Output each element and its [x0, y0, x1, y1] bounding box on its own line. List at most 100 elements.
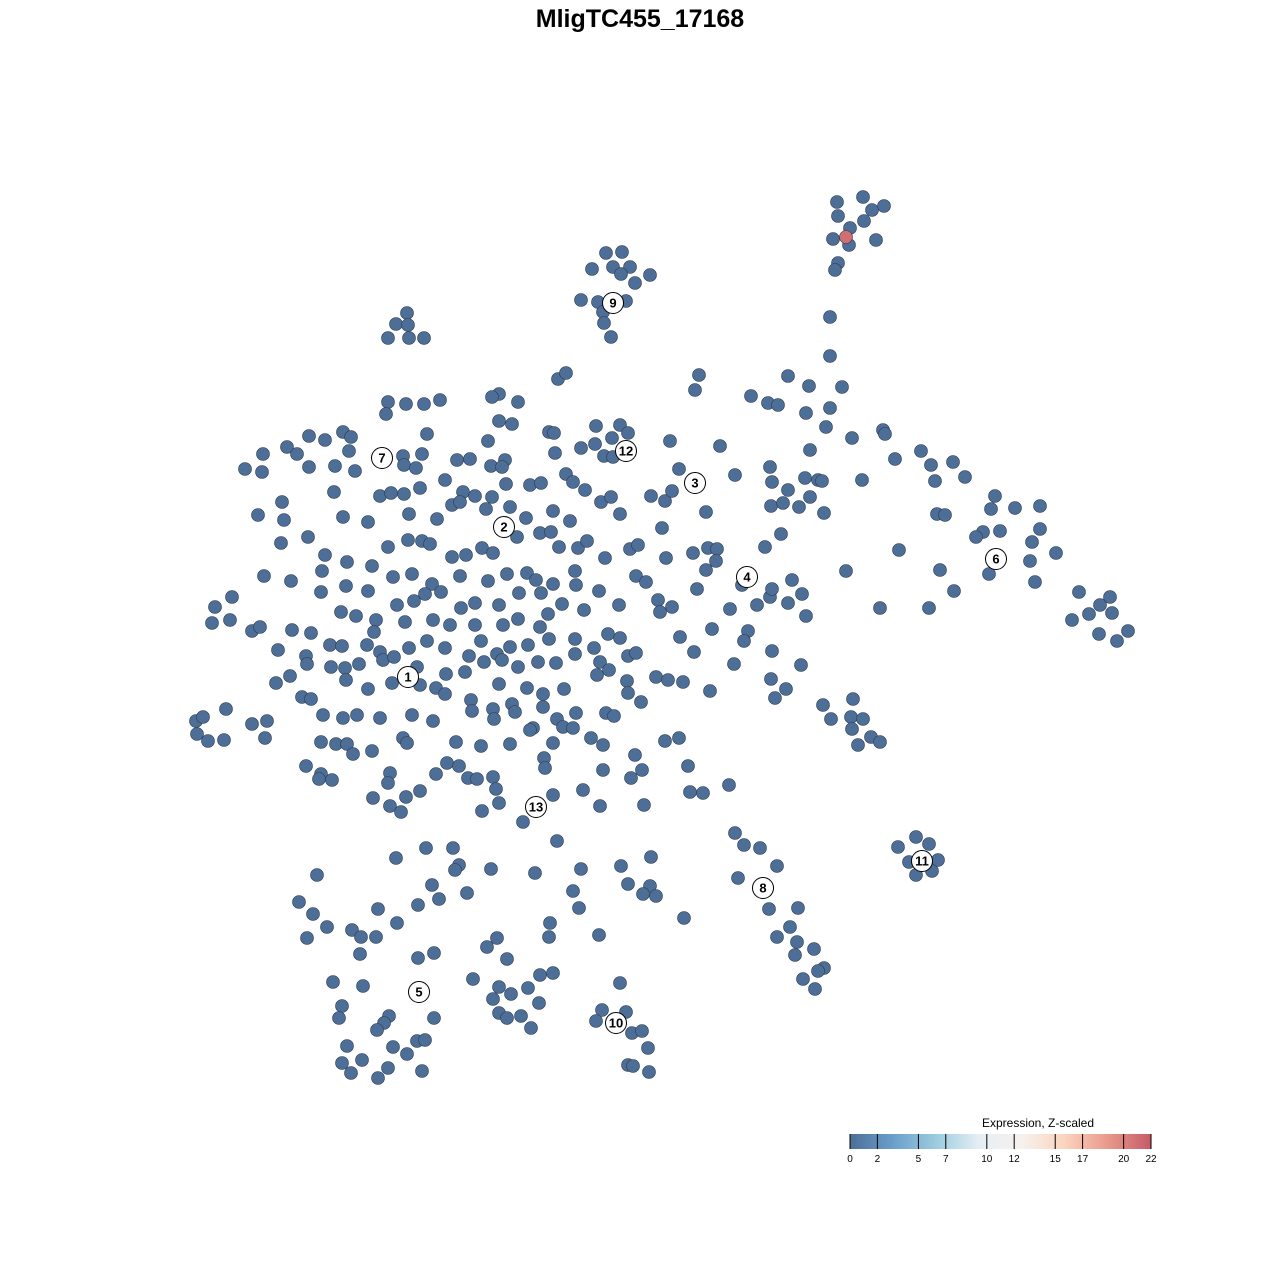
cell-point	[474, 634, 488, 648]
cell-point	[563, 514, 577, 528]
cell-point	[846, 692, 860, 706]
cell-point	[338, 661, 352, 675]
cell-point	[577, 603, 591, 617]
cell-point	[402, 331, 416, 345]
cell-point	[628, 748, 642, 762]
cell-point	[511, 660, 525, 674]
cell-point	[466, 972, 480, 986]
cell-point	[196, 710, 210, 724]
legend-tick-label: 20	[1118, 1154, 1130, 1165]
cell-point	[425, 878, 439, 892]
cell-point	[326, 975, 340, 989]
cell-point	[722, 778, 736, 792]
cell-point	[595, 1003, 609, 1017]
cell-point	[1082, 607, 1096, 621]
cluster-label-circle	[752, 877, 774, 899]
cell-point	[776, 496, 790, 510]
cell-point	[1105, 606, 1119, 620]
cell-point	[316, 708, 330, 722]
cell-point	[514, 1009, 528, 1023]
cell-point	[400, 1047, 414, 1061]
cell-point	[312, 772, 326, 786]
cell-point	[690, 582, 704, 596]
legend-tick-label: 5	[916, 1154, 922, 1165]
cell-point	[584, 731, 598, 745]
cell-point	[612, 598, 626, 612]
cell-point	[381, 1061, 395, 1075]
cell-point	[958, 470, 972, 484]
cell-point	[219, 702, 233, 716]
cluster-label-text: 3	[691, 476, 698, 491]
cluster-label-circle	[371, 447, 393, 469]
cell-point	[831, 209, 845, 223]
cell-point	[574, 862, 588, 876]
cell-point	[816, 698, 830, 712]
cell-point	[401, 318, 415, 332]
cell-point	[823, 401, 837, 415]
cell-point	[839, 564, 853, 578]
cell-point	[665, 600, 679, 614]
cell-point	[344, 1066, 358, 1080]
cell-point	[356, 979, 370, 993]
cell-point	[463, 452, 477, 466]
cell-point	[474, 739, 488, 753]
cell-point	[763, 460, 777, 474]
cell-point	[798, 471, 812, 485]
cell-point	[604, 490, 618, 504]
cell-point	[569, 706, 583, 720]
cell-point	[765, 475, 779, 489]
cell-point	[574, 293, 588, 307]
cell-point	[389, 851, 403, 865]
cell-point	[644, 489, 658, 503]
cell-point	[500, 1011, 514, 1025]
cell-point	[208, 600, 222, 614]
cell-point	[475, 804, 489, 818]
cell-point	[663, 434, 677, 448]
cell-point	[314, 585, 328, 599]
cell-point	[346, 747, 360, 761]
cell-point	[578, 483, 592, 497]
cell-point	[552, 540, 566, 554]
cell-point	[548, 446, 562, 460]
cell-point	[681, 759, 695, 773]
cell-point	[302, 460, 316, 474]
cluster-label-circle	[605, 1012, 627, 1034]
legend-tick-label: 7	[943, 1154, 949, 1165]
cell-point	[524, 1021, 538, 1035]
cell-point	[492, 598, 506, 612]
cell-point	[794, 658, 808, 672]
cell-point	[588, 437, 602, 451]
cell-point	[615, 245, 629, 259]
cell-point	[532, 996, 546, 1010]
cell-point	[350, 708, 364, 722]
cell-point	[411, 951, 425, 965]
cell-point	[803, 490, 817, 504]
cell-point	[405, 708, 419, 722]
cluster-label-13: 13	[525, 796, 547, 818]
cell-point	[785, 573, 799, 587]
cell-point	[815, 474, 829, 488]
cell-point	[418, 587, 432, 601]
cell-point	[484, 862, 498, 876]
cell-point	[634, 695, 648, 709]
cell-point	[946, 455, 960, 469]
cell-point	[658, 734, 672, 748]
cell-point	[534, 476, 548, 490]
cell-point	[299, 759, 313, 773]
cell-point	[225, 590, 239, 604]
cell-point	[446, 841, 460, 855]
cell-point	[366, 791, 380, 805]
cell-point	[304, 692, 318, 706]
cell-point	[255, 465, 269, 479]
cell-point	[665, 484, 679, 498]
cell-point	[415, 1064, 429, 1078]
cell-point	[345, 923, 359, 937]
cell-point	[672, 462, 686, 476]
cell-point	[629, 646, 643, 660]
cell-point	[409, 461, 423, 475]
cell-point	[531, 655, 545, 669]
cell-point	[811, 964, 825, 978]
cell-point	[520, 681, 534, 695]
cell-point	[856, 712, 870, 726]
cell-point	[542, 632, 556, 646]
